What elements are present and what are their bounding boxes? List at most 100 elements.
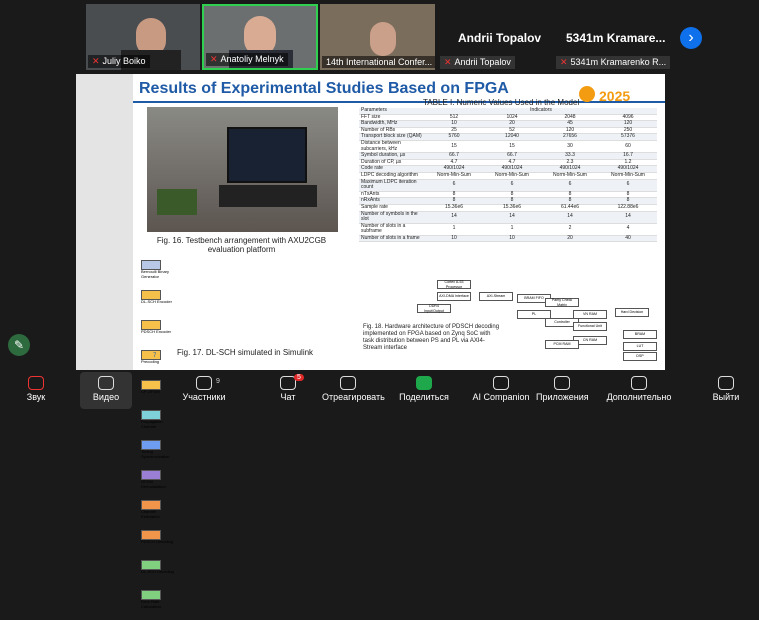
- table-cell: 14: [483, 211, 541, 224]
- table-cell: 1: [425, 223, 483, 236]
- table-cell: 8: [483, 198, 541, 205]
- table-cell: 4096: [599, 114, 657, 122]
- table-row: Duration of CP, µs 4.7 4.7 2.3 1.2: [359, 159, 657, 167]
- block-icon: [141, 350, 161, 360]
- diagram-block: BRAM: [623, 330, 657, 339]
- block-label: Bernoulli Binary Generator: [141, 269, 170, 279]
- toolbar-button[interactable]: Приложения: [536, 372, 589, 409]
- table-cell: 8: [425, 198, 483, 205]
- table-row: Distance between subcarriers, kHz 15 15 30 6…: [359, 140, 657, 154]
- video-tile: ✕ Juliy Boiko: [86, 4, 200, 70]
- table-cell: Code rate: [359, 166, 425, 173]
- block-label: Error Rate Calculation: [141, 599, 161, 609]
- diagram-block: PCM RAM: [545, 340, 579, 349]
- diagram-block: OFDM Demodulation: [141, 470, 175, 500]
- table-caption: TABLE I. Numeric Values Used in the Mode…: [423, 98, 580, 107]
- table-cell: Number of symbols in the slot: [359, 211, 425, 224]
- block-label: CP-OFDM: [141, 389, 160, 394]
- toolbar-button[interactable]: Дополнительно: [604, 372, 674, 409]
- toolbar-button[interactable]: Участники 9: [178, 372, 230, 409]
- annotate-button[interactable]: ✎: [8, 334, 30, 356]
- toolbar-button[interactable]: Видео: [80, 372, 132, 409]
- diagram-block: LUT: [623, 342, 657, 351]
- table-row: Number of slots in a subframe 1 1 2 4: [359, 223, 657, 236]
- block-icon: [141, 440, 161, 450]
- diagram-block: VN RAM: [573, 310, 607, 319]
- toolbar-button[interactable]: AI Companion: [466, 372, 536, 409]
- table-cell: 60: [599, 140, 657, 154]
- table-cell: 15.36e6: [483, 204, 541, 212]
- button-icon: [98, 376, 114, 390]
- table-row: Symbol duration, µs 66.7 66.7 33.3 16.7: [359, 153, 657, 160]
- next-page-button[interactable]: ›: [680, 27, 702, 49]
- block-label: PDSCH Encoder: [141, 329, 172, 334]
- table-cell: Number of slots in a frame: [359, 235, 425, 243]
- table-cell: Sample rate: [359, 204, 425, 212]
- table-cell: Symbol duration, µs: [359, 153, 425, 160]
- toolbar-button[interactable]: Отреагировать: [322, 372, 385, 409]
- title-rule: [133, 101, 665, 103]
- diagram-block: PL: [517, 310, 551, 319]
- laptop-keyboard: [219, 185, 317, 207]
- table-cell: 4.7: [425, 159, 483, 167]
- table-cell: 1024: [483, 114, 541, 122]
- simulink-diagram: Bernoulli Binary Generator DL-SCH Encoder…: [141, 260, 351, 608]
- block-icon: [141, 470, 161, 480]
- button-label: Участники: [182, 392, 226, 402]
- table-cell: 33.3: [541, 153, 599, 160]
- block-icon: [141, 380, 161, 390]
- block-label: Channel Estimation: [141, 509, 160, 519]
- toolbar-button[interactable]: Поделиться: [398, 372, 450, 409]
- table-row: Code rate 490/1024 490/1024 490/1024 490/102…: [359, 166, 657, 173]
- button-label: Отреагировать: [322, 392, 385, 402]
- table-cell: Distance between subcarriers, kHz: [359, 140, 425, 154]
- table-cell: 10: [425, 235, 483, 243]
- name-tile: Andrii Topalov: [458, 31, 542, 45]
- table-cell: 30: [541, 140, 599, 154]
- diagram-block: Cortex A-53 Processor: [437, 280, 471, 289]
- table-cell: 14: [599, 211, 657, 224]
- header-cell: Parameters: [359, 107, 425, 115]
- table-cell: 120: [541, 127, 599, 135]
- table-cell: 20: [541, 235, 599, 243]
- block-icon: [141, 410, 161, 420]
- button-icon: [416, 376, 432, 390]
- table-cell: 4: [599, 223, 657, 236]
- label-text: Juliy Boiko: [102, 56, 146, 66]
- button-label: Дополнительно: [606, 392, 672, 402]
- page-number: 7: [153, 353, 157, 359]
- table-cell: nRxAnts: [359, 198, 425, 205]
- logo-year: 2025: [599, 88, 631, 104]
- table-cell: 250: [599, 127, 657, 135]
- diagram-block: DDR4 Input/Output: [417, 304, 451, 313]
- block-icon: [141, 320, 161, 330]
- table-cell: Transport block size (QAM): [359, 134, 425, 141]
- table-cell: 14: [425, 211, 483, 224]
- shared-screen: Results of Experimental Studies Based on…: [76, 74, 665, 608]
- button-label: Чат: [280, 392, 296, 402]
- table-cell: 8: [599, 191, 657, 199]
- toolbar-button[interactable]: Чат 5: [262, 372, 314, 409]
- block-icon: [141, 500, 161, 510]
- table-row: Sample rate 15.36e6 15.36e6 61.44e6 122.88e6: [359, 204, 657, 212]
- toolbar-button[interactable]: Выйти: [700, 372, 752, 409]
- block-label: DL-SCH Decoding: [141, 569, 174, 574]
- table-cell: 8: [425, 191, 483, 199]
- figure-caption: Fig. 18. Hardware architecture of PDSCH …: [363, 324, 500, 351]
- table-cell: 6: [541, 179, 599, 192]
- table-cell: Norm-Min-Sum: [425, 172, 483, 180]
- diagram-block: DL-SCH Decoding: [141, 560, 175, 590]
- table-cell: 12040: [483, 134, 541, 141]
- participant-label: 14th International Confer...: [322, 56, 435, 68]
- table-cell: 14: [541, 211, 599, 224]
- block-icon: [141, 290, 161, 300]
- button-icon: [493, 376, 509, 390]
- table-cell: Number of RBs: [359, 127, 425, 135]
- laptop-screen: [227, 127, 307, 183]
- table-cell: FFT size: [359, 114, 425, 122]
- table-cell: 20: [483, 121, 541, 128]
- table-cell: 27656: [541, 134, 599, 141]
- toolbar-button[interactable]: Звук: [10, 372, 62, 409]
- button-icon: [280, 376, 296, 390]
- fpga-board: [157, 189, 197, 215]
